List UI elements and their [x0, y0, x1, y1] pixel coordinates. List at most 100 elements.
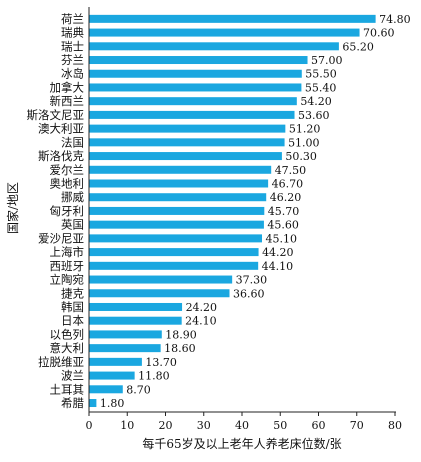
category-label: 加拿大 [50, 80, 85, 94]
bar [89, 110, 295, 119]
value-label: 46.20 [270, 191, 302, 204]
bar [89, 357, 142, 366]
value-label: 50.30 [285, 150, 317, 163]
bar [89, 344, 161, 353]
bar [89, 261, 259, 270]
bar [89, 14, 376, 23]
category-label: 奥地利 [50, 177, 85, 191]
bar [89, 165, 272, 174]
category-label: 希腊 [61, 396, 84, 410]
category-label: 波兰 [61, 369, 84, 383]
bar [89, 371, 135, 380]
x-tick-label: 60 [312, 419, 326, 432]
category-label: 捷克 [61, 286, 84, 300]
value-label: 45.60 [267, 219, 299, 232]
category-label: 日本 [61, 314, 84, 328]
category-label: 挪威 [61, 190, 84, 204]
value-label: 54.20 [300, 95, 332, 108]
bar [89, 275, 233, 284]
value-label: 45.70 [268, 205, 300, 218]
value-label: 47.50 [275, 164, 307, 177]
bar [89, 385, 123, 394]
value-label: 45.10 [266, 232, 298, 245]
value-label: 18.90 [165, 328, 197, 341]
bar [89, 330, 162, 339]
category-label: 韩国 [61, 300, 84, 314]
x-tick-label: 30 [197, 419, 211, 432]
bar [89, 69, 302, 78]
category-label: 瑞士 [61, 39, 84, 53]
y-axis-label: 国家/地区 [5, 182, 20, 234]
category-label: 上海市 [50, 245, 85, 259]
value-label: 46.70 [272, 178, 304, 191]
category-label: 斯洛文尼亚 [27, 108, 85, 122]
bar [89, 206, 265, 215]
bar [89, 316, 182, 325]
bar [89, 97, 297, 106]
bar [89, 289, 230, 298]
category-label: 英国 [61, 218, 84, 232]
category-label: 瑞典 [61, 26, 84, 40]
category-label: 爱沙尼亚 [38, 231, 84, 245]
x-tick-label: 0 [86, 419, 93, 432]
category-label: 匈牙利 [50, 204, 85, 218]
category-label: 荷兰 [61, 12, 84, 26]
bar [89, 28, 360, 37]
value-label: 37.30 [236, 274, 267, 287]
bars-group: 荷兰 74.80 瑞典 70.60 瑞士 65.20 芬兰 57.00 冰岛 55.50 加拿大 55… [27, 12, 411, 410]
bar [89, 220, 264, 229]
x-ticks-group: 0 10 20 30 40 50 60 70 80 [86, 412, 402, 432]
category-label: 拉脱维亚 [38, 355, 84, 369]
bar [89, 399, 97, 408]
value-label: 51.20 [289, 123, 321, 136]
bar [89, 234, 263, 243]
category-label: 芬兰 [61, 53, 84, 67]
value-label: 44.10 [262, 260, 294, 273]
category-label: 西班牙 [50, 259, 85, 273]
x-tick-label: 50 [273, 419, 287, 432]
bar [89, 248, 259, 257]
value-label: 11.80 [138, 370, 170, 383]
x-tick-label: 70 [350, 419, 364, 432]
bar [89, 138, 285, 147]
bar [89, 56, 308, 65]
value-label: 36.60 [233, 287, 265, 300]
value-label: 1.80 [100, 397, 125, 410]
category-label: 爱尔兰 [50, 163, 85, 177]
category-label: 土耳其 [50, 382, 85, 396]
value-label: 53.60 [298, 109, 330, 122]
value-label: 51.00 [288, 136, 320, 149]
value-label: 13.70 [145, 356, 177, 369]
value-label: 24.10 [185, 315, 217, 328]
bar [89, 179, 269, 188]
value-label: 55.50 [305, 68, 337, 81]
category-label: 意大利 [50, 341, 85, 355]
value-label: 74.80 [379, 13, 411, 26]
value-label: 24.20 [186, 301, 218, 314]
x-tick-label: 20 [159, 419, 173, 432]
bar [89, 152, 282, 161]
category-label: 澳大利亚 [38, 122, 84, 136]
value-label: 55.40 [305, 81, 337, 94]
x-tick-label: 40 [235, 419, 249, 432]
bar [89, 193, 267, 202]
bar [89, 42, 339, 51]
value-label: 18.60 [164, 342, 196, 355]
value-label: 57.00 [311, 54, 343, 67]
category-label: 新西兰 [50, 94, 85, 108]
bar [89, 83, 302, 92]
bar [89, 124, 286, 133]
value-label: 8.70 [126, 383, 151, 396]
value-label: 65.20 [342, 40, 374, 53]
x-tick-label: 10 [120, 419, 134, 432]
category-label: 法国 [61, 135, 84, 149]
category-label: 以色列 [50, 327, 85, 341]
category-label: 冰岛 [61, 67, 84, 81]
category-label: 立陶宛 [50, 273, 85, 287]
bar [89, 302, 183, 311]
value-label: 44.20 [262, 246, 294, 259]
value-label: 70.60 [363, 27, 395, 40]
category-label: 斯洛伐克 [38, 149, 84, 163]
x-tick-label: 80 [388, 419, 402, 432]
